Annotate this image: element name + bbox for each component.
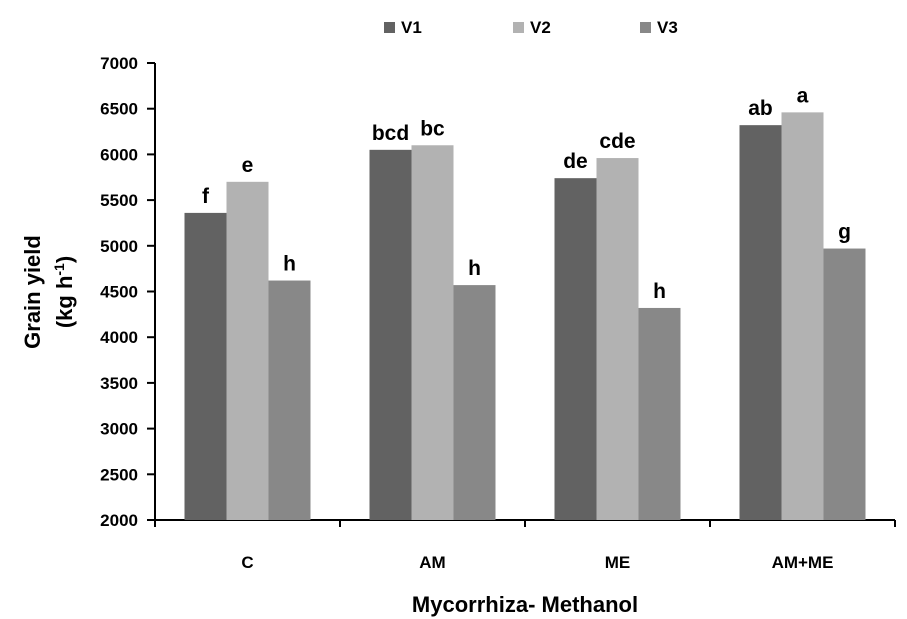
data-label: a	[797, 84, 809, 107]
data-label: bcd	[372, 122, 409, 145]
data-label: h	[283, 253, 296, 276]
bar-v3-am-me	[823, 248, 866, 521]
y-tick-label: 2500	[100, 465, 138, 484]
data-label: g	[838, 221, 851, 244]
legend: V1 V2 V3	[384, 18, 678, 37]
x-axis-title: Mycorrhiza- Methanol	[412, 592, 638, 617]
bars	[184, 112, 866, 521]
y-tick-label: 4000	[100, 328, 138, 347]
category-label: AM	[419, 553, 445, 572]
category-label: ME	[605, 553, 631, 572]
data-label: de	[563, 150, 588, 173]
y-axis-title-superscript: -1	[51, 263, 67, 276]
legend-label-v2: V2	[530, 18, 551, 37]
category-label: AM+ME	[772, 553, 834, 572]
data-label: h	[653, 280, 666, 303]
bar-v2-me	[596, 158, 639, 520]
y-axis-title-line1: Grain yield	[20, 235, 45, 349]
bar-v3-am	[453, 285, 496, 520]
y-tick-label: 3500	[100, 374, 138, 393]
data-label: cde	[599, 130, 635, 153]
category-labels: C AM ME AM+ME	[241, 553, 833, 572]
y-tick-label: 6000	[100, 145, 138, 164]
y-axis: 2000 2500 3000 3500 4000 4500 5000 5500 6000 6500…	[100, 54, 156, 530]
x-axis	[154, 519, 896, 527]
legend-label-v3: V3	[657, 18, 678, 37]
y-tick-label: 3000	[100, 420, 138, 439]
data-label: ab	[748, 97, 773, 120]
data-label: e	[242, 154, 254, 177]
bar-v1-am	[369, 149, 412, 520]
bar-v1-c	[184, 212, 227, 520]
y-axis-title-line2: (kg h-1)	[51, 256, 77, 328]
category-label: C	[241, 553, 253, 572]
data-label: h	[468, 257, 481, 280]
legend-swatch-v1	[384, 22, 395, 33]
y-tick-label: 5000	[100, 237, 138, 256]
bar-v3-c	[268, 280, 311, 520]
legend-label-v1: V1	[401, 18, 422, 37]
bar-v2-am	[411, 145, 454, 520]
bar-v2-c	[226, 181, 269, 520]
y-tick-label: 7000	[100, 54, 138, 73]
bar-v2-am-me	[781, 112, 824, 520]
y-tick-label: 5500	[100, 191, 138, 210]
bar-v3-me	[638, 307, 681, 520]
data-label: bc	[420, 117, 445, 140]
y-tick-label: 6500	[100, 100, 138, 119]
y-tick-label: 2000	[100, 511, 138, 530]
bar-v1-me	[554, 178, 597, 520]
data-label: f	[202, 185, 210, 208]
bar-v1-am-me	[739, 125, 782, 520]
legend-swatch-v3	[640, 22, 651, 33]
legend-swatch-v2	[513, 22, 524, 33]
y-tick-label: 4500	[100, 283, 138, 302]
